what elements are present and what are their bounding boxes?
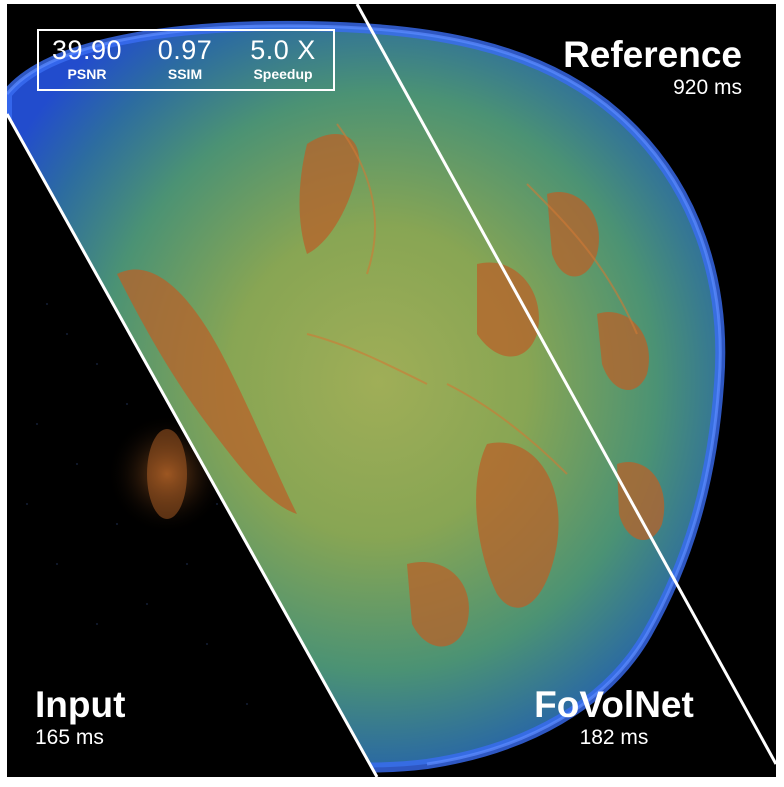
right-divider [355, 4, 776, 765]
fovolnet-time: 182 ms [579, 726, 649, 749]
metrics-box: 39.90 PSNR 0.97 SSIM 5.0 X Speedup [37, 29, 335, 91]
metric-speedup-label: Speedup [253, 66, 313, 82]
input-name: Input [35, 684, 126, 725]
input-label: Input 165 ms [35, 684, 125, 750]
left-divider [7, 113, 379, 777]
reference-name: Reference [563, 34, 742, 75]
metric-psnr: 39.90 PSNR [39, 35, 135, 83]
metric-psnr-value: 39.90 [51, 35, 123, 65]
metric-speedup-value: 5.0 X [250, 35, 316, 65]
input-time: 165 ms [35, 726, 104, 749]
volume-render [7, 4, 776, 777]
fovolnet-name: FoVolNet [534, 684, 694, 725]
reference-label: Reference 920 ms [563, 34, 742, 100]
metric-ssim-value: 0.97 [157, 35, 213, 65]
metric-ssim-label: SSIM [167, 66, 203, 82]
comparison-figure: 39.90 PSNR 0.97 SSIM 5.0 X Speedup Refer… [7, 4, 776, 777]
metric-ssim: 0.97 SSIM [137, 35, 233, 83]
reference-time: 920 ms [673, 76, 742, 99]
metric-psnr-label: PSNR [67, 66, 107, 82]
metric-speedup: 5.0 X Speedup [235, 35, 331, 83]
fovolnet-label: FoVolNet 182 ms [529, 684, 699, 750]
